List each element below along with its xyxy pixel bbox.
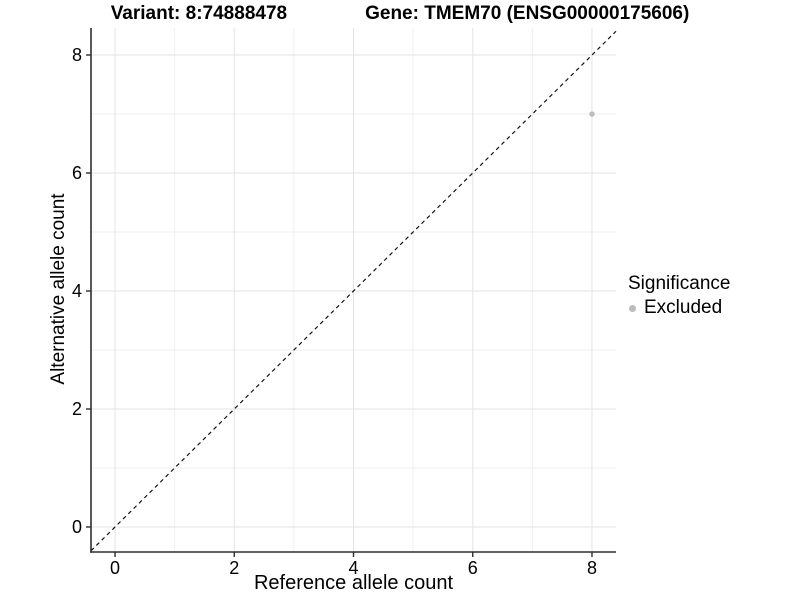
legend-label: Excluded xyxy=(644,297,723,318)
x-tick-label: 8 xyxy=(587,558,597,578)
data-point-excluded xyxy=(589,111,595,117)
y-tick-label: 2 xyxy=(72,399,82,419)
legend-title: Significance xyxy=(628,273,731,294)
legend-marker-circle-icon xyxy=(629,304,636,312)
y-axis-title: Alternative allele count xyxy=(48,193,69,385)
plot-title-gene: Gene: TMEM70 (ENSG00000175606) xyxy=(365,3,690,24)
legend: Significance Excluded xyxy=(626,273,730,319)
x-axis-title: Reference allele count xyxy=(253,572,453,594)
x-tick-label: 4 xyxy=(348,558,358,578)
plot-title-variant: Variant: 8:74888478 xyxy=(110,3,288,24)
x-tick-label: 6 xyxy=(468,558,478,578)
y-tick-label: 8 xyxy=(72,45,82,65)
y-tick-label: 0 xyxy=(72,517,82,537)
y-tick-label: 6 xyxy=(72,163,82,183)
y-tick-label: 4 xyxy=(72,281,82,301)
plot-title: Variant: 8:74888478 Gene: TMEM70 (ENSG00… xyxy=(0,3,800,25)
x-tick-label: 2 xyxy=(229,558,239,578)
identity-line xyxy=(90,30,617,552)
x-tick-label: 0 xyxy=(110,558,120,578)
legend-item-excluded: Excluded xyxy=(626,297,730,319)
